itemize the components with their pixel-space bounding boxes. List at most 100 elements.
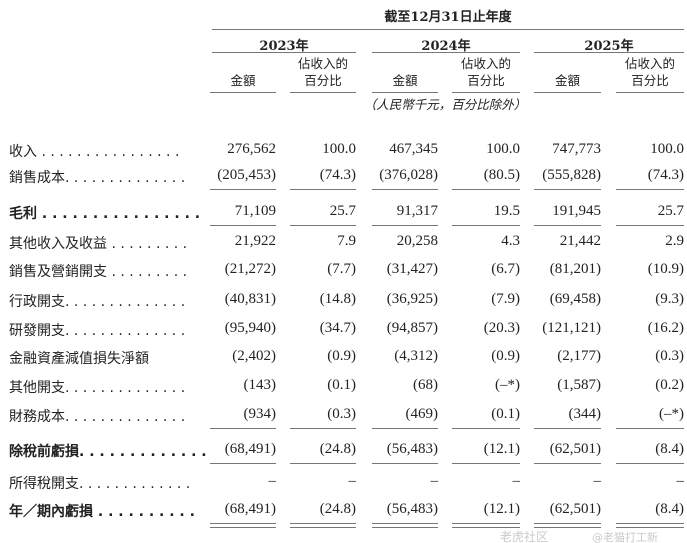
- row-label: 毛利 . . . . . . . . . . . . . . . .: [9, 206, 201, 222]
- year-header-2023: 2023年: [259, 39, 309, 54]
- double-underline: [534, 527, 601, 528]
- amount-cell: (68,491): [224, 501, 276, 517]
- amount-cell: (934): [243, 406, 277, 422]
- pct-cell: 100.0: [322, 141, 356, 157]
- double-underline: [452, 527, 520, 528]
- double-underline: [616, 527, 684, 528]
- table-row: 其他收入及收益 . . . . . . . . . 21,922 7.9 20,258…: [0, 233, 687, 257]
- pct-cell: (7.7): [327, 261, 356, 277]
- underline: [534, 463, 601, 464]
- table-row: 所得稅開支. . . . . . . . . . . . . – – – – – –: [0, 473, 687, 497]
- pct-cell: (16.2): [647, 320, 684, 336]
- underline: [210, 225, 276, 226]
- underline: [372, 523, 438, 524]
- row-label: 財務成本. . . . . . . . . . . . . .: [9, 409, 186, 425]
- divider: [616, 92, 684, 93]
- amount-cell: 91,317: [396, 203, 438, 219]
- amount-cell: (4,312): [394, 348, 438, 364]
- amount-cell: (376,028): [379, 167, 438, 183]
- pct-cell: (20.3): [483, 320, 520, 336]
- amount-cell: –: [430, 473, 439, 489]
- pct-header-line2: 百分比: [467, 73, 505, 88]
- amount-cell: (56,483): [386, 441, 438, 457]
- pct-cell: 2.9: [665, 233, 684, 249]
- table-row: 年／期內虧損 . . . . . . . . . . (68,491) (24.8)…: [0, 501, 687, 525]
- underline: [290, 428, 356, 429]
- pct-cell: (0.1): [327, 377, 356, 393]
- divider: [212, 29, 684, 30]
- row-label: 年／期內虧損 . . . . . . . . . .: [9, 504, 195, 520]
- divider: [372, 52, 520, 53]
- pct-cell: –: [348, 473, 357, 489]
- pct-cell: (0.1): [491, 406, 520, 422]
- double-underline: [210, 527, 276, 528]
- pct-cell: (–*): [495, 377, 520, 393]
- pct-cell: (24.8): [319, 441, 356, 457]
- row-label: 除稅前虧損. . . . . . . . . . . . .: [9, 444, 207, 460]
- table-row: 研發開支. . . . . . . . . . . . . . (95,940) (…: [0, 320, 687, 344]
- amount-cell: (469): [405, 406, 439, 422]
- amount-cell: (143): [243, 377, 277, 393]
- table-row: 收入 . . . . . . . . . . . . . . . . 276,56…: [0, 141, 687, 165]
- amount-cell: (68,491): [224, 441, 276, 457]
- pct-cell: 4.3: [501, 233, 520, 249]
- pct-header-line2: 百分比: [631, 73, 669, 88]
- underline: [452, 225, 520, 226]
- amount-cell: (205,453): [217, 167, 276, 183]
- row-label: 收入 . . . . . . . . . . . . . . . .: [9, 144, 180, 160]
- amount-cell: (36,925): [386, 291, 438, 307]
- pct-cell: (7.9): [491, 291, 520, 307]
- amount-cell: 467,345: [389, 141, 438, 157]
- amount-cell: 276,562: [227, 141, 276, 157]
- pct-cell: (0.3): [655, 348, 684, 364]
- amount-cell: 21,922: [234, 233, 276, 249]
- amount-cell: (69,458): [549, 291, 601, 307]
- underline: [290, 523, 356, 524]
- amount-cell: (56,483): [386, 501, 438, 517]
- pct-cell: (24.8): [319, 501, 356, 517]
- pct-cell: (8.4): [655, 441, 684, 457]
- pct-cell: –: [512, 473, 521, 489]
- pct-cell: 25.7: [657, 203, 684, 219]
- amount-cell: (62,501): [549, 441, 601, 457]
- row-label: 銷售及營銷開支 . . . . . . . . .: [9, 264, 188, 280]
- amount-cell: 20,258: [396, 233, 438, 249]
- amount-cell: 21,442: [559, 233, 601, 249]
- amount-cell: –: [593, 473, 602, 489]
- underline: [452, 523, 520, 524]
- amount-cell: (121,121): [542, 320, 601, 336]
- amount-cell: (95,940): [224, 320, 276, 336]
- pct-header-line1: 佔收入的: [624, 56, 675, 71]
- pct-header-line1: 佔收入的: [460, 56, 511, 71]
- underline: [210, 428, 276, 429]
- pct-header-line1: 佔收入的: [297, 56, 348, 71]
- underline: [290, 225, 356, 226]
- underline: [616, 225, 684, 226]
- watermark: 老虎社区: [500, 530, 549, 543]
- table-row: 毛利 . . . . . . . . . . . . . . . . 71,109…: [0, 203, 687, 227]
- table-row: 行政開支. . . . . . . . . . . . . . (40,831) (…: [0, 291, 687, 315]
- amount-cell: –: [268, 473, 277, 489]
- table-row: 財務成本. . . . . . . . . . . . . . (934) (0.3…: [0, 406, 687, 430]
- underline: [534, 225, 601, 226]
- period-header: 截至12月31日止年度: [384, 10, 512, 25]
- pct-cell: (6.7): [491, 261, 520, 277]
- divider: [290, 92, 356, 93]
- amount-cell: (31,427): [386, 261, 438, 277]
- underline: [616, 523, 684, 524]
- underline: [210, 189, 276, 190]
- pct-cell: 100.0: [486, 141, 520, 157]
- pct-header: 佔收入的 百分比: [612, 55, 687, 89]
- underline: [372, 428, 438, 429]
- watermark-handle: @老猫打工新: [592, 531, 658, 543]
- row-label: 研發開支. . . . . . . . . . . . . .: [9, 323, 186, 339]
- amount-cell: (68): [413, 377, 438, 393]
- underline: [372, 225, 438, 226]
- underline: [616, 189, 684, 190]
- row-label: 金融資產減值損失淨額: [9, 351, 149, 367]
- year-header-2025: 2025年: [584, 39, 634, 54]
- row-label: 行政開支. . . . . . . . . . . . . .: [9, 294, 186, 310]
- divider: [210, 92, 276, 93]
- pct-cell: (74.3): [319, 167, 356, 183]
